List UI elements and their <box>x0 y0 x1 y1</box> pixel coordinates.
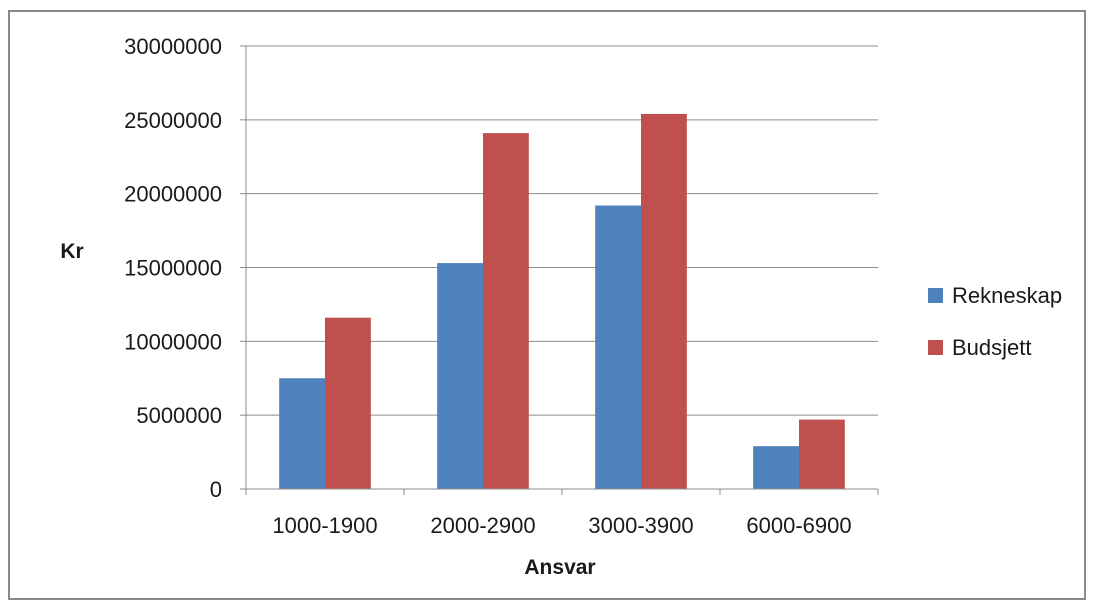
y-tick-label: 30000000 <box>124 34 222 59</box>
x-tick-label: 6000-6900 <box>746 513 851 538</box>
y-tick-label: 10000000 <box>124 329 222 354</box>
bar-rekneskap-1000-1900 <box>279 378 325 489</box>
x-tick-label: 3000-3900 <box>588 513 693 538</box>
y-tick-label: 20000000 <box>124 182 222 207</box>
y-axis-title: Kr <box>60 240 83 263</box>
bars <box>279 113 845 490</box>
bar-rekneskap-2000-2900 <box>437 263 483 489</box>
bar-budsjett-2000-2900 <box>483 133 529 489</box>
y-tick-label: 15000000 <box>124 256 222 281</box>
bar-rekneskap-3000-3900 <box>595 205 641 490</box>
bar-rekneskap-6000-6900 <box>753 446 799 489</box>
x-tick-label: 1000-1900 <box>272 513 377 538</box>
legend-swatch-budsjett <box>928 340 943 355</box>
y-axis-ticks: 0 5000000 10000000 15000000 20000000 25000000… <box>124 34 246 502</box>
chart-frame <box>8 10 1086 600</box>
legend-label-rekneskap: Rekneskap <box>952 283 1062 308</box>
bar-budsjett-3000-3900 <box>641 113 687 489</box>
y-tick-label: 0 <box>210 477 222 502</box>
x-axis-ticks: 1000-1900 2000-2900 3000-3900 6000-6900 <box>245 489 879 538</box>
y-tick-label: 5000000 <box>136 403 222 428</box>
bar-budsjett-1000-1900 <box>325 317 371 489</box>
legend-swatch-rekneskap <box>928 288 943 303</box>
bar-budsjett-6000-6900 <box>799 419 845 489</box>
x-axis-title: Ansvar <box>524 556 595 579</box>
legend-label-budsjett: Budsjett <box>952 335 1032 360</box>
y-tick-label: 25000000 <box>124 108 222 133</box>
legend: Rekneskap Budsjett <box>928 283 1062 360</box>
x-tick-label: 2000-2900 <box>430 513 535 538</box>
